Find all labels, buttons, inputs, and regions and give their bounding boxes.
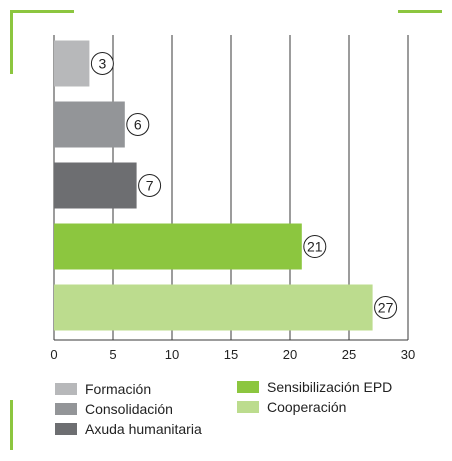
x-tick-label: 30 — [401, 347, 415, 362]
data-label: 27 — [378, 300, 394, 316]
legend-item-consolidacion: Consolidación — [55, 401, 173, 417]
data-label: 7 — [146, 178, 154, 194]
data-labels: 3 6 7 21 27 — [90, 52, 398, 319]
legend-swatch — [55, 383, 77, 395]
bar — [54, 284, 373, 331]
data-label: 21 — [307, 239, 323, 255]
data-label-circle — [303, 235, 327, 258]
corner-accent-bottom-left — [10, 400, 13, 450]
corner-accent-top-left-horizontal — [10, 10, 74, 13]
legend-swatch — [237, 381, 259, 393]
legend-swatch — [55, 403, 77, 415]
x-tick-label: 0 — [50, 347, 57, 362]
data-label-circle — [374, 296, 398, 319]
x-tick-label: 5 — [109, 347, 116, 362]
data-label: 3 — [99, 56, 107, 72]
legend-item-sensibilizacion-epd: Sensibilización EPD — [237, 379, 392, 395]
legend-label: Sensibilización EPD — [267, 379, 393, 395]
x-tick-label: 25 — [342, 347, 356, 362]
data-label-circle — [138, 174, 162, 197]
bar — [54, 162, 137, 209]
x-tick-label: 15 — [224, 347, 238, 362]
x-tick-label: 10 — [165, 347, 179, 362]
x-axis: 0 5 10 15 20 25 30 — [50, 339, 415, 362]
legend-label: Axuda humanitaria — [85, 421, 202, 437]
bar — [54, 223, 302, 270]
legend-item-cooperacion: Cooperación — [237, 399, 346, 415]
bars — [54, 40, 373, 331]
legend-item-axuda-humanitaria: Axuda humanitaria — [55, 421, 202, 437]
legend-label: Cooperación — [267, 399, 347, 415]
legend-label: Formación — [85, 381, 152, 397]
data-label: 6 — [134, 117, 142, 133]
corner-accent-top-right — [398, 10, 442, 13]
bar — [54, 101, 125, 148]
data-label-circle — [126, 113, 150, 136]
corner-accent-top-left-vertical — [10, 10, 13, 74]
bar — [54, 40, 90, 87]
legend-swatch — [237, 401, 259, 413]
data-label-circle — [90, 52, 114, 75]
legend-label: Consolidación — [85, 401, 173, 417]
legend-swatch — [55, 423, 77, 435]
legend-item-formacion: Formación — [55, 381, 151, 397]
x-tick-label: 20 — [283, 347, 297, 362]
